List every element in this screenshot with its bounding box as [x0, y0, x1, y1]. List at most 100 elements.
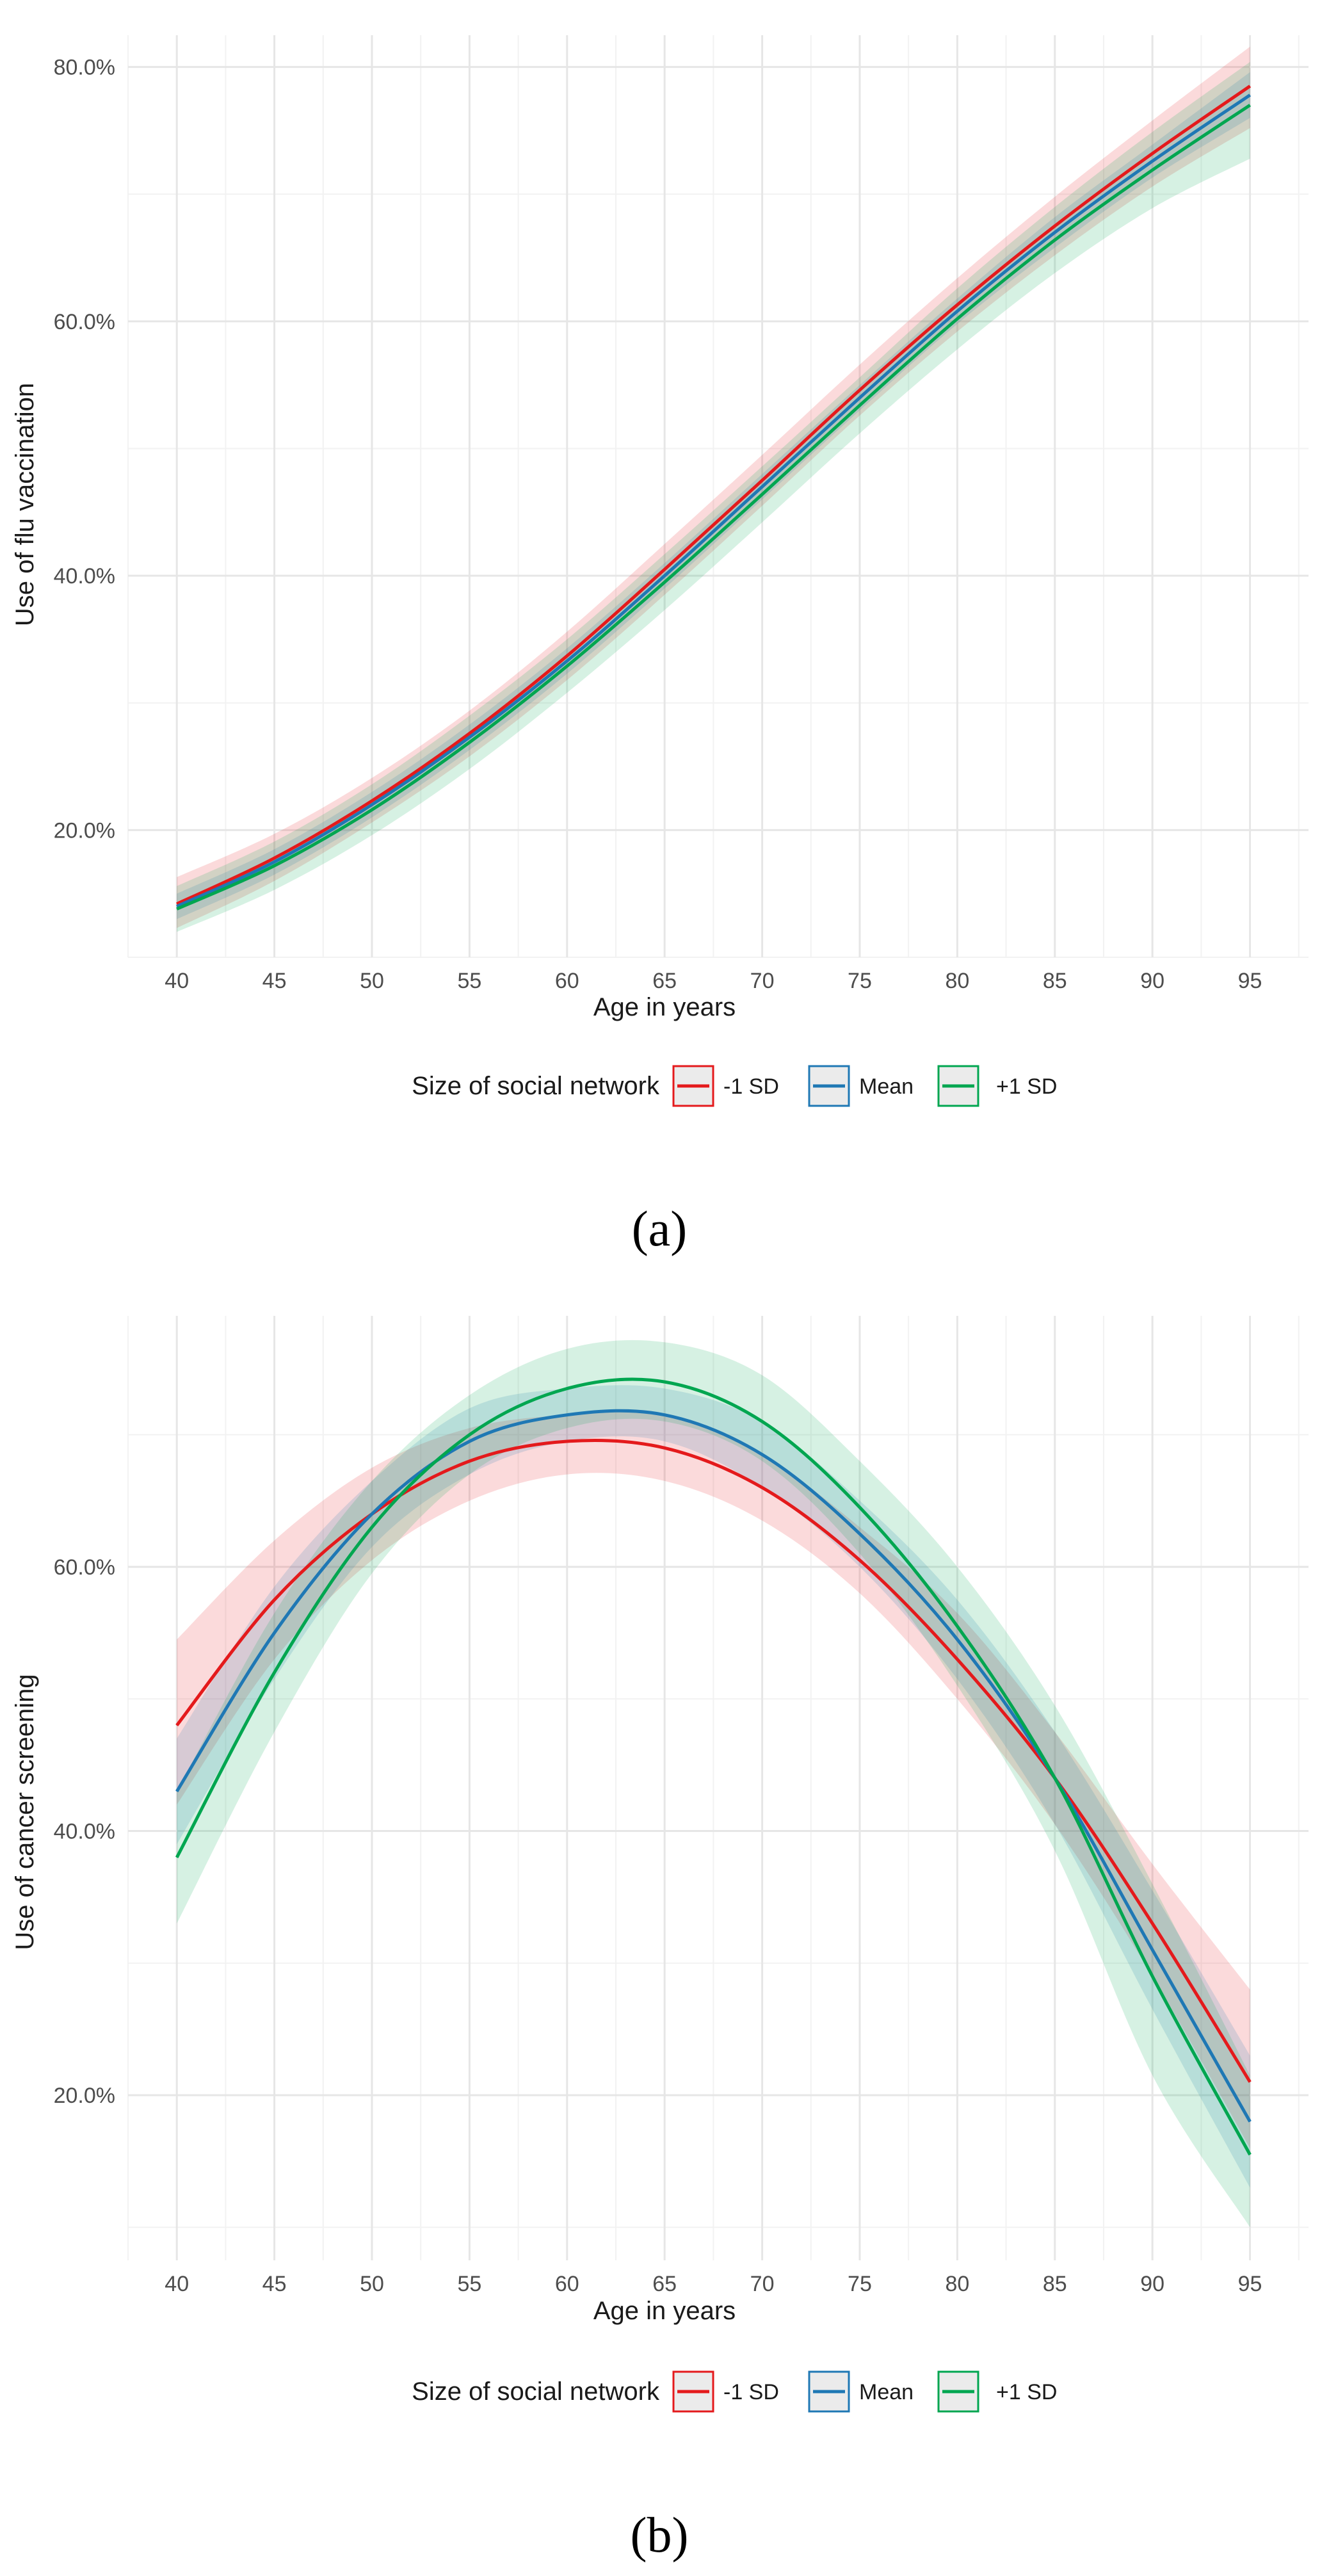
- y-tick-label: 40.0%: [54, 564, 115, 588]
- x-axis-title: Age in years: [593, 2297, 736, 2325]
- x-tick-label: 40: [165, 969, 189, 993]
- x-tick-label: 40: [165, 2272, 189, 2296]
- legend-title: Size of social network: [412, 2378, 660, 2406]
- x-tick-label: 70: [750, 969, 775, 993]
- data-point-minus-1sd: [664, 569, 665, 570]
- data-point-plus-1sd: [1054, 239, 1056, 241]
- legend: Size of social network -1 SD Mean +1 SD: [412, 2370, 1057, 2413]
- data-point-minus-1sd: [371, 800, 373, 802]
- x-tick-label: 50: [360, 2272, 384, 2296]
- x-axis-title: Age in years: [593, 993, 736, 1021]
- ci-band-plus-1sd: [177, 1340, 1250, 2228]
- x-tick-label: 95: [1238, 969, 1262, 993]
- x-tick-label: 70: [750, 2272, 775, 2296]
- series-line-plus-1sd: [176, 104, 1251, 911]
- legend-label-plus-1sd: +1 SD: [996, 2380, 1057, 2404]
- x-tick-label: 65: [652, 969, 677, 993]
- x-tick-label: 85: [1043, 2272, 1067, 2296]
- ci-band-minus-1sd: [177, 46, 1250, 928]
- y-tick-label: 60.0%: [54, 1555, 115, 1580]
- y-tick-label: 80.0%: [54, 56, 115, 80]
- y-tick-label: 40.0%: [54, 1820, 115, 1844]
- x-tick-labels: 40 45 50 55 60 65 70 75 80 85 90 95: [165, 2272, 1262, 2296]
- ci-band-plus-1sd: [177, 61, 1250, 932]
- y-tick-label: 20.0%: [54, 818, 115, 843]
- y-tick-labels: 20.0% 40.0% 60.0%: [54, 1555, 115, 2108]
- series-line-mean: [176, 93, 1252, 908]
- data-point-mean: [469, 736, 470, 738]
- data-point-plus-1sd: [371, 1527, 373, 1528]
- panel-caption-a: (a): [632, 1201, 688, 1256]
- x-tick-label: 80: [945, 2272, 969, 2296]
- legend-item-mean: Mean: [808, 2370, 914, 2413]
- x-tick-label: 60: [555, 969, 579, 993]
- series-line-mean: [175, 1409, 1252, 2123]
- data-point-plus-1sd: [274, 1672, 275, 1673]
- legend-label-minus-1sd: -1 SD: [723, 1074, 779, 1099]
- panel-caption-b: (b): [631, 2507, 689, 2563]
- x-tick-label: 55: [457, 2272, 481, 2296]
- data-point-mean: [371, 804, 373, 806]
- legend-item-minus-1sd: -1 SD: [672, 1065, 779, 1107]
- legend-label-minus-1sd: -1 SD: [723, 2380, 779, 2404]
- series-line-minus-1sd: [175, 1438, 1252, 2083]
- legend: Size of social network -1 SD Mean +1 SD: [412, 1065, 1057, 1107]
- x-tick-label: 85: [1043, 969, 1067, 993]
- data-point-minus-1sd: [469, 733, 470, 734]
- x-tick-label: 90: [1140, 2272, 1164, 2296]
- data-point-plus-1sd: [956, 318, 958, 320]
- grid-lines: [127, 1316, 1309, 2260]
- legend-item-plus-1sd: +1 SD: [937, 2370, 1057, 2413]
- legend-item-mean: Mean: [808, 1065, 914, 1107]
- x-tick-label: 90: [1140, 969, 1164, 993]
- x-tick-label: 45: [262, 969, 287, 993]
- data-point-plus-1sd: [1054, 1778, 1056, 1779]
- legend-item-plus-1sd: +1 SD: [937, 1065, 1057, 1107]
- data-point-plus-1sd: [1152, 1975, 1153, 1977]
- data-point-minus-1sd: [859, 389, 860, 391]
- series-lines: [176, 85, 1252, 911]
- y-tick-labels: 20.0% 40.0% 60.0% 80.0%: [54, 56, 115, 843]
- data-point-mean: [956, 1639, 958, 1640]
- legend-item-minus-1sd: -1 SD: [672, 2370, 779, 2413]
- data-point-minus-1sd: [1152, 1923, 1153, 1924]
- data-point-plus-1sd: [859, 1507, 860, 1508]
- data-point-minus-1sd: [1054, 225, 1056, 227]
- legend-title: Size of social network: [412, 1072, 660, 1100]
- y-tick-label: 60.0%: [54, 310, 115, 334]
- chart-panel-b: 20.0% 40.0% 60.0% 40 45 50 55 60 65 70 75 80 85 90 95…: [11, 1316, 1309, 2563]
- ci-band-minus-1sd: [177, 1411, 1250, 2148]
- data-point-plus-1sd: [274, 865, 275, 866]
- y-axis-title: Use of flu vaccination: [11, 383, 39, 626]
- series-line-plus-1sd: [175, 1377, 1252, 2156]
- data-point-mean: [664, 1414, 665, 1416]
- data-point-plus-1sd: [469, 1434, 470, 1436]
- confidence-bands: [177, 1340, 1250, 2228]
- series-lines: [175, 1377, 1252, 2156]
- x-tick-label: 95: [1238, 2272, 1262, 2296]
- data-point-plus-1sd: [664, 581, 665, 583]
- x-tick-label: 80: [945, 969, 969, 993]
- x-tick-label: 45: [262, 2272, 287, 2296]
- chart-panel-a: 20.0% 40.0% 60.0% 80.0% 40 45 50 55 60 65 70 75 80 8…: [11, 35, 1309, 1256]
- data-point-minus-1sd: [1152, 153, 1153, 154]
- x-tick-label: 75: [848, 2272, 872, 2296]
- y-tick-label: 20.0%: [54, 2084, 115, 2108]
- x-tick-label: 55: [457, 969, 481, 993]
- x-tick-labels: 40 45 50 55 60 65 70 75 80 85 90 95: [165, 969, 1262, 993]
- y-axis-title: Use of cancer screening: [11, 1674, 39, 1950]
- ci-band-mean: [177, 1385, 1250, 2188]
- data-point-plus-1sd: [469, 741, 470, 743]
- legend-label-mean: Mean: [859, 1074, 914, 1099]
- legend-label-plus-1sd: +1 SD: [996, 1074, 1057, 1099]
- legend-label-mean: Mean: [859, 2380, 914, 2404]
- data-point-mean: [956, 311, 958, 312]
- x-tick-label: 50: [360, 969, 384, 993]
- series-line-minus-1sd: [176, 85, 1252, 905]
- x-tick-label: 75: [848, 969, 872, 993]
- data-point-minus-1sd: [274, 857, 275, 859]
- data-point-plus-1sd: [371, 809, 373, 811]
- x-tick-label: 65: [652, 2272, 677, 2296]
- x-tick-label: 60: [555, 2272, 579, 2296]
